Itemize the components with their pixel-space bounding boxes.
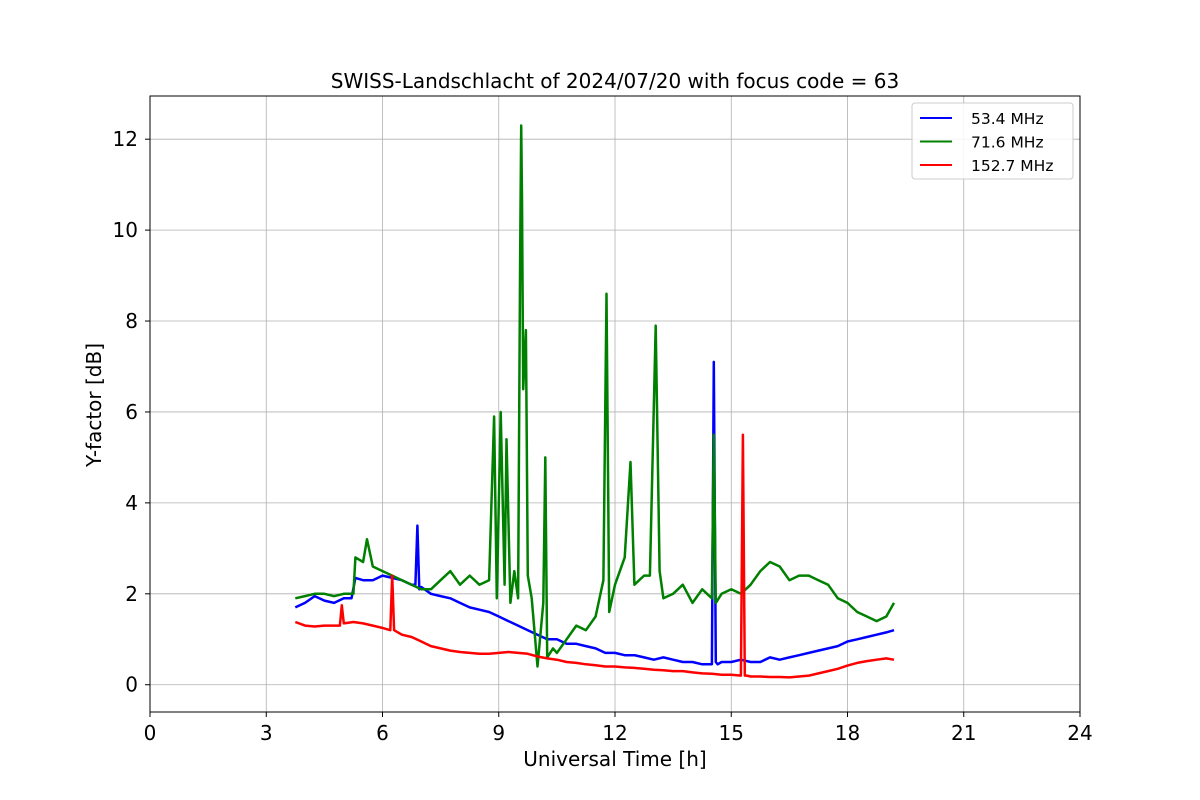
x-tick-label: 6	[376, 721, 389, 745]
y-axis-label: Y-factor [dB]	[82, 343, 106, 468]
y-tick-label: 10	[113, 218, 138, 242]
y-tick-label: 6	[125, 400, 138, 424]
series-layer	[294, 124, 896, 679]
legend: 53.4 MHz 71.6 MHz 152.7 MHz	[911, 102, 1074, 180]
x-tick-label: 12	[602, 721, 627, 745]
x-tick-label: 9	[492, 721, 505, 745]
y-tick-label: 8	[125, 309, 138, 333]
chart-title: SWISS-Landschlacht of 2024/07/20 with fo…	[331, 69, 899, 93]
y-tick-label: 12	[113, 127, 138, 151]
legend-label-53-4-mhz: 53.4 MHz	[971, 110, 1044, 128]
y-tick-label: 4	[125, 491, 138, 515]
series-line-71-6-mhz	[295, 124, 896, 668]
x-tick-label: 3	[260, 721, 273, 745]
y-tick-label: 0	[125, 673, 138, 697]
x-tick-label: 15	[719, 721, 744, 745]
x-axis-label: Universal Time [h]	[523, 747, 706, 771]
legend-label-152-7-mhz: 152.7 MHz	[971, 157, 1053, 175]
x-tick-label: 24	[1067, 721, 1092, 745]
x-tick-label: 0	[144, 721, 157, 745]
x-tick-label: 21	[951, 721, 976, 745]
x-tick-label: 18	[835, 721, 860, 745]
y-tick-label: 2	[125, 582, 138, 606]
series-line-152-7-mhz	[294, 433, 895, 679]
legend-label-71-6-mhz: 71.6 MHz	[971, 134, 1044, 152]
legend-box	[911, 102, 1074, 180]
